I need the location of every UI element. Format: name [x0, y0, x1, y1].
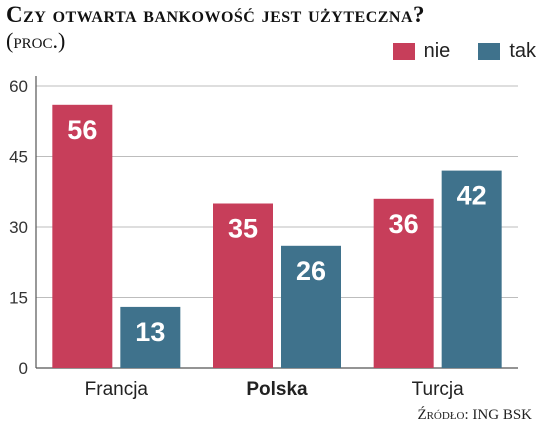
bar-value-label-turcja-nie: 36	[389, 209, 419, 239]
legend-swatch-nie	[392, 43, 415, 60]
bar-francja-nie	[52, 104, 113, 369]
y-tick-label-15: 15	[9, 289, 28, 308]
legend-label-nie: nie	[423, 40, 451, 62]
x-tick-label-turcja: Turcja	[412, 379, 465, 400]
legend-item-tak: tak	[478, 40, 536, 63]
bar-francja-tak	[120, 306, 181, 368]
y-tick-label-30: 30	[9, 218, 28, 237]
x-tick-label-francja: Francja	[85, 379, 149, 400]
source-note: Źródło: ING BSK	[417, 407, 532, 423]
legend-label-tak: tak	[509, 40, 536, 62]
chart-title: Czy otwarta bankowość jest użyteczna?	[6, 2, 426, 27]
bar-turcja-tak	[441, 170, 502, 368]
x-tick-label-polska: Polska	[246, 379, 308, 400]
legend-item-nie: nie	[392, 40, 451, 63]
bar-value-label-turcja-tak: 42	[457, 181, 487, 211]
chart-subtitle: (proc.)	[6, 28, 66, 53]
bar-polska-nie	[213, 203, 273, 368]
bar-value-label-francja-nie: 56	[67, 115, 97, 145]
y-tick-label-60: 60	[9, 77, 28, 96]
legend-swatch-tak	[478, 43, 501, 60]
bar-value-label-francja-tak: 13	[135, 317, 165, 347]
bar-value-label-polska-nie: 35	[228, 214, 258, 244]
bar-value-label-polska-tak: 26	[296, 256, 326, 286]
bar-polska-tak	[281, 245, 341, 368]
y-tick-label-0: 0	[19, 359, 28, 378]
bar-turcja-nie	[373, 198, 434, 368]
y-tick-label-45: 45	[9, 148, 28, 167]
legend: nie tak	[373, 40, 536, 63]
